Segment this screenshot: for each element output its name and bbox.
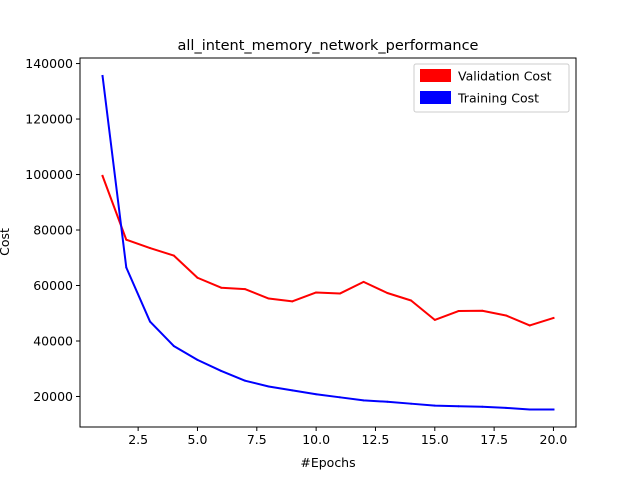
y-tick-label: 20000: [33, 389, 73, 404]
y-tick-label: 120000: [25, 112, 73, 127]
data-point-validation-cost: [410, 299, 413, 302]
data-point-training-cost: [291, 389, 294, 392]
x-tick-label: 20.0: [540, 432, 568, 447]
data-point-validation-cost: [267, 297, 270, 300]
data-point-validation-cost: [504, 314, 507, 317]
data-point-validation-cost: [243, 288, 246, 291]
y-tick-label: 140000: [25, 56, 73, 71]
data-point-validation-cost: [315, 291, 318, 294]
data-point-validation-cost: [552, 316, 555, 319]
data-point-training-cost: [481, 405, 484, 408]
data-point-training-cost: [433, 404, 436, 407]
data-point-training-cost: [338, 396, 341, 399]
plot-area-frame: [79, 57, 577, 428]
x-tick-label: 12.5: [362, 432, 390, 447]
data-point-validation-cost: [528, 324, 531, 327]
data-point-validation-cost: [125, 238, 128, 241]
data-point-training-cost: [101, 75, 104, 78]
x-tick-label: 5.0: [188, 432, 208, 447]
y-tick-label: 100000: [25, 167, 73, 182]
data-point-training-cost: [552, 408, 555, 411]
chart-title: all_intent_memory_network_performance: [178, 38, 479, 54]
data-point-training-cost: [125, 266, 128, 269]
x-tick-label: 10.0: [302, 432, 330, 447]
series-line-training-cost: [101, 74, 555, 411]
data-point-validation-cost: [386, 291, 389, 294]
data-point-validation-cost: [433, 318, 436, 321]
data-point-validation-cost: [362, 280, 365, 283]
data-point-training-cost: [196, 358, 199, 361]
y-tick-label: 60000: [33, 278, 73, 293]
data-point-validation-cost: [220, 286, 223, 289]
x-tick-label: 2.5: [128, 432, 148, 447]
y-tick-label: 40000: [33, 333, 73, 348]
data-point-validation-cost: [149, 247, 152, 250]
data-point-validation-cost: [291, 300, 294, 303]
legend-swatch-validation-cost: [420, 69, 451, 82]
legend: Validation Cost Training Cost: [413, 63, 570, 113]
x-tick-label: 7.5: [247, 432, 267, 447]
data-point-training-cost: [315, 393, 318, 396]
x-tick-label: 15.0: [421, 432, 449, 447]
data-point-validation-cost: [338, 292, 341, 295]
data-point-training-cost: [410, 402, 413, 405]
data-point-training-cost: [504, 406, 507, 409]
data-point-validation-cost: [481, 309, 484, 312]
series-line-validation-cost: [101, 174, 555, 327]
data-point-training-cost: [149, 320, 152, 323]
legend-frame: [413, 63, 570, 113]
data-point-validation-cost: [101, 174, 104, 177]
legend-label-training-cost: Training Cost: [457, 91, 539, 106]
data-point-validation-cost: [457, 310, 460, 313]
legend-swatch-training-cost: [420, 91, 451, 104]
x-tick-label: 17.5: [480, 432, 508, 447]
y-tick-label: 80000: [33, 223, 73, 238]
data-point-training-cost: [267, 385, 270, 388]
data-point-validation-cost: [196, 276, 199, 279]
legend-label-validation-cost: Validation Cost: [458, 69, 552, 84]
y-axis-label: Cost: [0, 228, 12, 256]
data-point-training-cost: [220, 369, 223, 372]
data-point-training-cost: [362, 399, 365, 402]
data-point-training-cost: [457, 405, 460, 408]
data-point-training-cost: [243, 379, 246, 382]
data-point-training-cost: [172, 344, 175, 347]
x-axis-label: #Epochs: [300, 455, 355, 470]
data-point-training-cost: [386, 400, 389, 403]
data-point-validation-cost: [172, 254, 175, 257]
data-point-training-cost: [528, 408, 531, 411]
